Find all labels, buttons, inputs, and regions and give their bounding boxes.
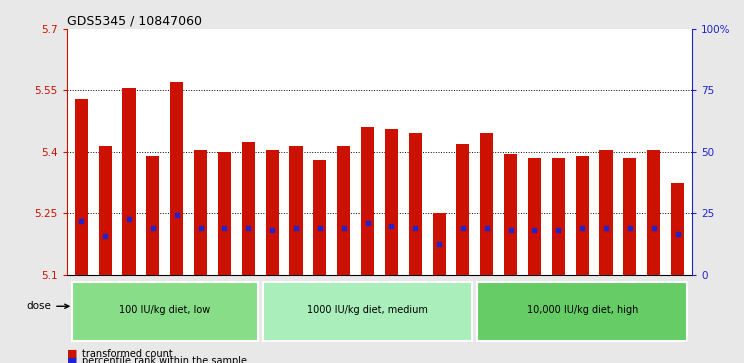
Text: 100 IU/kg diet, low: 100 IU/kg diet, low <box>119 305 211 315</box>
Bar <box>123 89 135 275</box>
Text: percentile rank within the sample: percentile rank within the sample <box>82 356 247 363</box>
Bar <box>266 150 279 275</box>
Bar <box>194 150 207 275</box>
Text: ■: ■ <box>67 356 77 363</box>
Text: transformed count: transformed count <box>82 349 173 359</box>
Bar <box>552 158 565 275</box>
FancyBboxPatch shape <box>477 282 687 341</box>
Bar <box>432 213 446 275</box>
Bar <box>218 152 231 275</box>
Bar <box>337 146 350 275</box>
Bar <box>456 144 469 275</box>
Text: GDS5345 / 10847060: GDS5345 / 10847060 <box>67 15 202 28</box>
Text: ■: ■ <box>67 349 77 359</box>
Text: 1000 IU/kg diet, medium: 1000 IU/kg diet, medium <box>307 305 428 315</box>
Bar <box>242 142 254 275</box>
Bar <box>600 150 612 275</box>
Bar <box>385 129 398 275</box>
Bar <box>671 183 684 275</box>
Bar <box>504 154 517 275</box>
Bar <box>147 156 159 275</box>
Bar <box>623 158 636 275</box>
Text: dose: dose <box>26 301 69 311</box>
Bar <box>528 158 541 275</box>
Bar <box>98 146 112 275</box>
Bar <box>313 160 327 275</box>
Bar <box>289 146 303 275</box>
Text: 10,000 IU/kg diet, high: 10,000 IU/kg diet, high <box>527 305 638 315</box>
Bar <box>408 134 422 275</box>
FancyBboxPatch shape <box>263 282 472 341</box>
Bar <box>576 156 589 275</box>
Bar <box>647 150 661 275</box>
FancyBboxPatch shape <box>71 282 257 341</box>
Bar <box>170 82 183 275</box>
Bar <box>480 134 493 275</box>
Bar <box>74 99 88 275</box>
Bar <box>361 127 374 275</box>
